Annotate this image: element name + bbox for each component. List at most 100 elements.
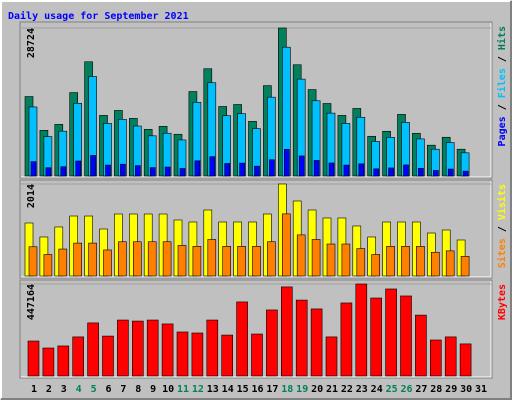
- bar: [194, 160, 201, 177]
- bar: [310, 308, 323, 377]
- x-tick-label: 18: [281, 384, 293, 395]
- bar: [117, 319, 129, 377]
- bar: [146, 319, 159, 377]
- bar: [358, 163, 365, 177]
- bar: [343, 164, 350, 177]
- bar: [370, 297, 383, 377]
- bar: [60, 166, 67, 177]
- bar: [445, 250, 455, 277]
- bar: [416, 246, 425, 277]
- bar: [311, 239, 321, 277]
- bar: [73, 242, 82, 277]
- legend-entry: Pages: [497, 116, 508, 146]
- bar: [373, 168, 380, 177]
- x-tick-label: 17: [266, 384, 278, 395]
- bar: [87, 322, 99, 377]
- bar: [88, 242, 97, 277]
- x-tick-label: 22: [341, 384, 353, 395]
- bar: [281, 213, 291, 277]
- x-tick-label: 13: [207, 384, 219, 395]
- bar: [371, 254, 381, 277]
- bar: [252, 246, 261, 277]
- x-tick-label: 10: [162, 384, 174, 395]
- legend: Sites / Visits: [496, 184, 508, 268]
- bar: [222, 246, 231, 277]
- bar: [400, 295, 412, 377]
- bar: [103, 249, 112, 277]
- bar: [236, 301, 248, 377]
- bar: [328, 162, 335, 177]
- legend-entry: Hits: [496, 26, 508, 50]
- x-tick-label: 24: [371, 384, 383, 395]
- x-tick-label: 23: [356, 384, 368, 395]
- bar: [120, 163, 126, 177]
- bar: [162, 241, 172, 277]
- bar: [251, 333, 263, 377]
- x-tick-label: 27: [415, 384, 427, 395]
- bar: [164, 166, 171, 177]
- x-tick-label: 20: [311, 384, 323, 395]
- x-tick-label: 6: [105, 384, 111, 395]
- bar: [341, 243, 351, 277]
- bar: [418, 168, 424, 177]
- bar: [254, 165, 260, 177]
- bar: [191, 332, 204, 377]
- x-tick-label: 2: [46, 384, 52, 395]
- bar: [267, 241, 276, 277]
- legend-separator: /: [497, 50, 508, 68]
- y-tick-label: 28724: [26, 28, 37, 58]
- x-tick-label: 3: [61, 384, 67, 395]
- x-tick-label: 9: [150, 384, 156, 395]
- bar: [57, 345, 70, 377]
- bar: [355, 283, 368, 377]
- legend: Pages / Files / Hits: [496, 26, 508, 146]
- panel-bevel: [21, 281, 492, 378]
- panel-bevel: [21, 23, 492, 178]
- bar: [429, 339, 442, 377]
- bar: [161, 323, 174, 377]
- bar: [266, 309, 278, 377]
- x-tick-label: 28: [430, 384, 442, 395]
- x-tick-label: 15: [237, 384, 249, 395]
- legend-separator: /: [497, 98, 508, 116]
- x-tick-label: 19: [296, 384, 308, 395]
- bar: [30, 161, 37, 177]
- x-tick-label: 31: [475, 384, 487, 395]
- legend: KBytes: [497, 284, 508, 320]
- bar: [133, 241, 142, 277]
- y-tick-label: 447164: [26, 284, 37, 320]
- bar: [386, 246, 395, 277]
- x-tick-label: 4: [76, 384, 82, 395]
- x-tick-label: 8: [135, 384, 141, 395]
- bar: [102, 335, 114, 377]
- bar: [296, 234, 306, 277]
- x-tick-label: 1: [31, 384, 37, 395]
- bar: [239, 162, 245, 177]
- bar: [295, 299, 308, 377]
- bar: [280, 286, 293, 377]
- x-tick-label: 26: [400, 384, 412, 395]
- bar: [459, 343, 472, 377]
- bar: [147, 241, 157, 277]
- bar: [325, 336, 338, 377]
- x-tick-label: 25: [386, 384, 398, 395]
- bar: [403, 164, 409, 177]
- bar: [118, 241, 127, 277]
- bar: [90, 155, 96, 177]
- bar: [430, 251, 440, 277]
- legend-entry: Sites: [496, 238, 508, 268]
- bar: [224, 163, 230, 177]
- bar: [179, 168, 186, 177]
- bar: [105, 164, 111, 177]
- bar: [43, 254, 53, 277]
- bar: [432, 170, 439, 177]
- bar: [447, 168, 454, 177]
- bar: [221, 334, 233, 377]
- legend-entry: Visits: [496, 184, 508, 220]
- legend-entry: Files: [496, 68, 508, 98]
- bar: [28, 246, 38, 277]
- bar: [27, 340, 40, 377]
- bar: [192, 246, 202, 277]
- bar: [298, 155, 305, 177]
